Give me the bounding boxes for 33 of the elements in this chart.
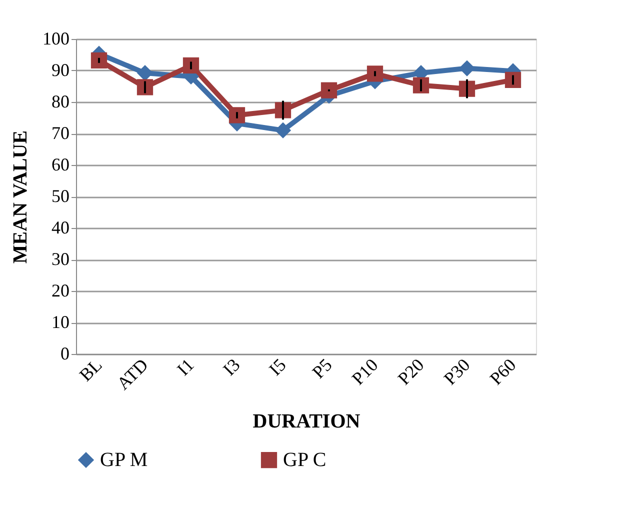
x-tick-label: P20 bbox=[394, 354, 428, 389]
y-tick-label: 20 bbox=[52, 280, 70, 300]
y-tick-label: 70 bbox=[52, 123, 70, 143]
x-tick-label: P60 bbox=[486, 354, 520, 389]
x-tick-label: I1 bbox=[173, 354, 198, 380]
y-tick-label: 90 bbox=[52, 60, 70, 80]
x-tick-label: BL bbox=[75, 354, 106, 386]
y-tick-label: 60 bbox=[52, 154, 70, 174]
point bbox=[90, 52, 108, 68]
point bbox=[504, 72, 522, 88]
y-tick-label: 80 bbox=[52, 92, 70, 112]
x-axis-title: DURATION bbox=[252, 410, 361, 433]
x-tick-label: I3 bbox=[219, 354, 244, 380]
y-tick-label: 10 bbox=[52, 312, 70, 332]
x-tick-label: ATD bbox=[112, 354, 152, 394]
x-tick-label: P30 bbox=[440, 354, 474, 389]
y-tick-label: 30 bbox=[52, 249, 70, 269]
y-tick-label: 100 bbox=[42, 28, 70, 48]
y-tick-label: 0 bbox=[60, 344, 70, 364]
x-tick-label: I5 bbox=[265, 354, 290, 380]
point bbox=[274, 122, 292, 138]
point bbox=[458, 60, 476, 76]
point bbox=[228, 107, 246, 124]
legend-label: GP M bbox=[100, 449, 148, 471]
y-tick-label: 40 bbox=[52, 218, 70, 238]
legend-label: GP C bbox=[283, 449, 326, 471]
x-tick-label: P5 bbox=[308, 354, 336, 382]
point bbox=[320, 82, 338, 98]
y-tick-label: 50 bbox=[52, 186, 70, 206]
point bbox=[182, 57, 200, 74]
point bbox=[366, 66, 384, 82]
x-tick-label: P10 bbox=[348, 354, 382, 389]
y-axis-title: MEAN VALUE bbox=[10, 130, 32, 264]
